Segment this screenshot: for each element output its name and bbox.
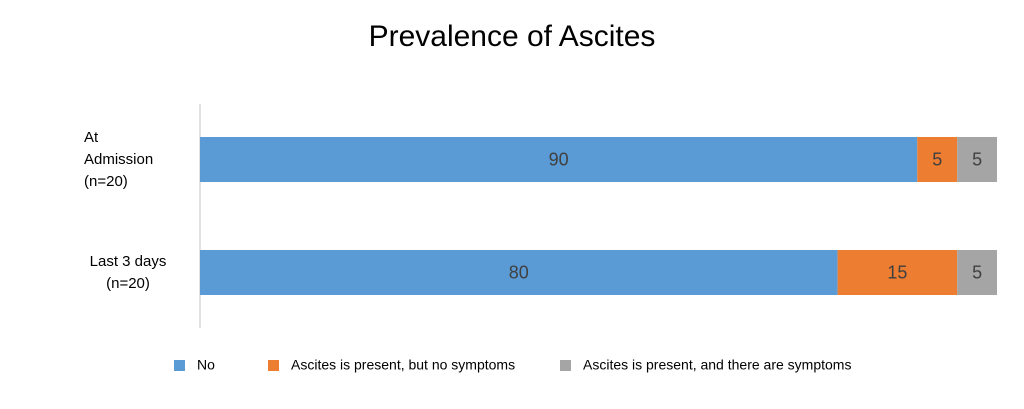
- legend-marker: [174, 360, 185, 371]
- legend-marker: [560, 360, 571, 371]
- legend-marker: [268, 360, 279, 371]
- data-label: 5: [932, 149, 942, 169]
- legend-label: Ascites is present, but no symptoms: [291, 357, 515, 373]
- data-label: 80: [509, 262, 529, 282]
- data-label: 15: [887, 262, 907, 282]
- data-label: 5: [972, 262, 982, 282]
- category-label: Last 3 days (n=20): [89, 252, 167, 292]
- bar-segment: [957, 137, 997, 182]
- bar-segment: [200, 250, 838, 295]
- bar-segment: [957, 250, 997, 295]
- legend-label: No: [197, 357, 215, 373]
- chart-title: Prevalence of Ascites: [369, 20, 656, 53]
- legend-label: Ascites is present, and there are sympto…: [583, 357, 851, 373]
- data-label: 90: [549, 149, 569, 169]
- bar-segment: [837, 250, 958, 295]
- bar-segment: [917, 137, 958, 182]
- bar-segment: [200, 137, 918, 182]
- category-label: At Admission (n=20): [84, 128, 154, 190]
- data-label: 5: [972, 149, 982, 169]
